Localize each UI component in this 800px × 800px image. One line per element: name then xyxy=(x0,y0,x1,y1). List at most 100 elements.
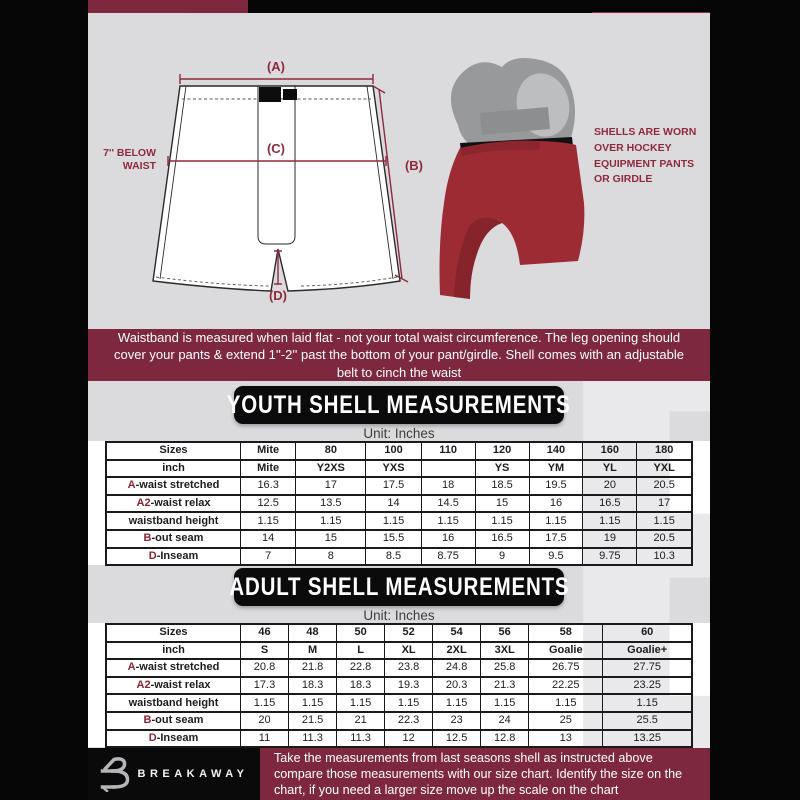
table-cell: 1.15 xyxy=(288,693,338,713)
table-cell: 11 xyxy=(239,729,290,748)
table-row: A2-waist relax 17.3 18.3 18.3 19.3 20.3 21.3 22… xyxy=(105,676,693,695)
header-accent-strip xyxy=(88,0,248,13)
table-cell: 1.15 xyxy=(474,511,530,531)
table-cell: 1.15 xyxy=(295,511,367,531)
table-row: A-waist stretched 16.3 17 17.5 18 18.5 19.5 20 2… xyxy=(105,476,693,496)
brand-name: BREAKAWAY xyxy=(137,768,249,780)
table-cell: 8.5 xyxy=(365,547,422,566)
table-cell xyxy=(420,459,476,478)
table-cell: 15 xyxy=(295,529,367,549)
table-cell: 18.3 xyxy=(336,676,386,695)
table-cell: 8 xyxy=(295,547,367,566)
table-cell: 1.15 xyxy=(336,693,386,713)
table-cell: 58 xyxy=(528,623,604,643)
table-row: waistband height 1.15 1.15 1.15 1.15 1.15 1.15… xyxy=(105,693,693,713)
measurement-table: Sizes 46 48 50 52 54 56 58 60 inch S M L XL 2XL 3XL Goal… xyxy=(105,623,693,748)
shorts-outline xyxy=(152,85,401,292)
table-header-row: inch Mite Y2XS YXS YS YM YL YXL xyxy=(105,459,693,478)
shell-measurement-diagram: (A) (B) (C) (D) 7'' BELOW WAIST xyxy=(103,58,585,303)
table-row: A-waist stretched 20.8 21.8 22.8 23.8 24.8 25.… xyxy=(105,658,693,678)
table-cell: S xyxy=(239,641,290,660)
table-cell: 1.15 xyxy=(420,511,476,531)
row-label-cell: D-Inseam xyxy=(105,547,241,566)
table-cell: 18 xyxy=(420,476,476,496)
table-cell: 11.3 xyxy=(336,729,386,748)
breakaway-footer-logo-icon xyxy=(100,757,129,792)
table-cell: 1.15 xyxy=(384,693,434,713)
row-label-prefix: A2 xyxy=(136,679,151,692)
table-cell: 100 xyxy=(365,441,422,461)
table-cell: 20.5 xyxy=(636,476,693,496)
row-label-prefix: D xyxy=(148,549,157,562)
table-cell: 1.15 xyxy=(239,511,297,531)
table-cell: 12.5 xyxy=(239,494,297,513)
row-label-cell: B-out seam xyxy=(105,711,241,731)
table-cell: 17.5 xyxy=(365,476,422,496)
adult-size-table: Sizes 46 48 50 52 54 56 58 60 inch S M L XL 2XL 3XL Goal… xyxy=(105,623,693,748)
table-cell: 16 xyxy=(528,494,584,513)
table-cell: 8.75 xyxy=(420,547,476,566)
table-cell: 19.3 xyxy=(384,676,434,695)
table-row: D-Inseam 11 11.3 11.3 12 12.5 12.8 13 13.25 xyxy=(105,729,693,748)
table-cell: 20.8 xyxy=(239,658,290,678)
table-cell: 16 xyxy=(420,529,476,549)
table-cell: 21.5 xyxy=(288,711,338,731)
table-cell: 23 xyxy=(432,711,482,731)
table-cell: 52 xyxy=(384,623,434,643)
row-label-cell: Sizes xyxy=(105,623,241,643)
table-cell: 20.5 xyxy=(636,529,693,549)
table-cell: 25.5 xyxy=(602,711,693,731)
below-waist-note: 7'' BELOW WAIST xyxy=(103,147,156,172)
footer-brand-block: BREAKAWAY xyxy=(88,748,260,800)
table-cell: XL xyxy=(384,641,434,660)
row-label-prefix: B xyxy=(143,714,152,727)
table-cell: 9 xyxy=(474,547,530,566)
table-cell: 160 xyxy=(582,441,638,461)
table-cell: 110 xyxy=(420,441,476,461)
table-cell: YL xyxy=(582,459,638,478)
table-cell: 1.15 xyxy=(582,511,638,531)
measurement-table: Sizes Mite 80 100 110 120 140 160 180 inch Mite Y2X… xyxy=(105,441,693,567)
shell-red-body xyxy=(439,140,585,299)
table-cell: 1.15 xyxy=(365,511,422,531)
footer-instructions-text: Take the measurements from last seasons … xyxy=(274,750,683,798)
table-cell: 14.5 xyxy=(420,494,476,513)
measurement-labels: (A) (B) (C) (D) xyxy=(267,59,423,303)
table-cell: 20 xyxy=(582,476,638,496)
belt-buckle xyxy=(259,87,281,102)
table-cell: 13 xyxy=(528,729,604,748)
table-cell: 16.5 xyxy=(474,529,530,549)
table-cell: 1.15 xyxy=(636,511,693,531)
table-cell: 12.5 xyxy=(432,729,482,748)
table-cell: 1.15 xyxy=(528,511,584,531)
table-cell: 1.15 xyxy=(480,693,530,713)
table-cell: YXL xyxy=(636,459,693,478)
youth-section-title: YOUTH SHELL MEASUREMENTS xyxy=(227,386,570,424)
table-cell: 16.5 xyxy=(582,494,638,513)
row-label-cell: A-waist stretched xyxy=(105,658,241,678)
table-cell: 54 xyxy=(432,623,482,643)
adult-unit-label: Unit: Inches xyxy=(363,608,435,623)
table-row: waistband height 1.15 1.15 1.15 1.15 1.15 1.15… xyxy=(105,511,693,531)
table-cell: 24.8 xyxy=(432,658,482,678)
table-cell: 13.25 xyxy=(602,729,693,748)
table-cell: 1.15 xyxy=(528,693,604,713)
row-label-cell: Sizes xyxy=(105,441,241,461)
table-cell: 10.3 xyxy=(636,547,693,566)
table-cell: 21 xyxy=(336,711,386,731)
table-cell: 9.75 xyxy=(582,547,638,566)
table-row: B-out seam 20 21.5 21 22.3 23 24 25 25.5 xyxy=(105,711,693,731)
table-cell: 27.75 xyxy=(602,658,693,678)
row-label-cell: waistband height xyxy=(105,511,241,531)
row-label-cell: inch xyxy=(105,641,241,660)
table-cell: 14 xyxy=(365,494,422,513)
table-cell: 17 xyxy=(636,494,693,513)
table-cell: 16.3 xyxy=(239,476,297,496)
table-cell: 1.15 xyxy=(432,693,482,713)
label-A: (A) xyxy=(267,59,285,74)
table-cell: 140 xyxy=(528,441,584,461)
table-cell: L xyxy=(336,641,386,660)
row-label-cell: A-waist stretched xyxy=(105,476,241,496)
table-cell: 20.3 xyxy=(432,676,482,695)
table-cell: 14 xyxy=(239,529,297,549)
